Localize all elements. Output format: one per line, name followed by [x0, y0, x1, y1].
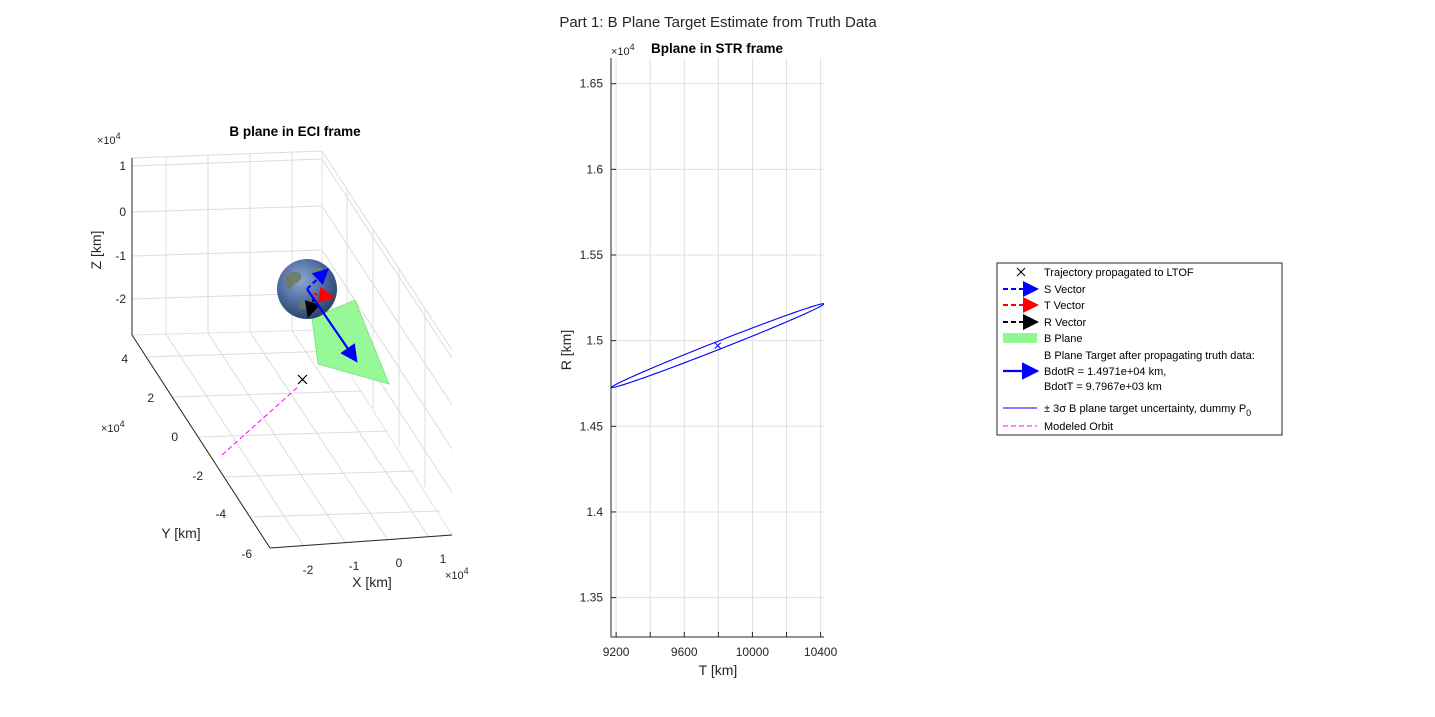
legend-marker-x [1016, 267, 1026, 277]
eci-y-tick: 4 [121, 352, 128, 366]
eci-z-tick: 0 [119, 205, 126, 219]
str-grid [611, 58, 824, 637]
eci-modeled-orbit [221, 385, 300, 456]
str-y-tick-label: 1.45 [580, 419, 604, 433]
eci-y-tick: -6 [241, 547, 252, 561]
eci-t-vector [313, 287, 335, 303]
legend-label: S Vector [1044, 284, 1086, 296]
legend-label: T Vector [1044, 300, 1085, 312]
legend-label: BdotT = 9.7967e+03 km [1044, 381, 1162, 393]
legend-label: B Plane Target after propagating truth d… [1044, 350, 1255, 362]
eci-zlabel: Z [km] [88, 231, 104, 270]
eci-grid [131, 150, 453, 549]
str-title: Bplane in STR frame [651, 41, 784, 56]
eci-y-axis [131, 334, 271, 549]
eci-x-tick: 1 [440, 552, 447, 566]
str-x-ticks: 9200 9600 10000 10400 [603, 645, 838, 659]
eci-b-target-vector [306, 288, 358, 363]
eci-s-vector [306, 268, 329, 290]
str-x-tick-label: 10000 [736, 645, 770, 659]
str-target-marker [714, 342, 722, 349]
str-y-tick-label: 1.65 [580, 77, 604, 91]
str-ylabel: R [km] [558, 330, 574, 370]
str-plot: Bplane in STR frame ×104 9200 9600 10000 10… [558, 41, 838, 678]
figure-suptitle: Part 1: B Plane Target Estimate from Tru… [559, 14, 877, 31]
str-y-ticks: 1.35 1.4 1.45 1.5 1.55 1.6 1.65 [580, 77, 604, 605]
eci-x-tick: -2 [303, 563, 314, 577]
eci-r-vector [304, 297, 321, 318]
str-y-tick-label: 1.35 [580, 591, 604, 605]
legend-label: BdotR = 1.4971e+04 km, [1044, 366, 1166, 378]
str-series [611, 303, 824, 389]
eci-plot: B plane in ECI frame 1 [88, 124, 469, 590]
legend-box [996, 262, 1283, 436]
eci-y-tick: -2 [192, 469, 203, 483]
str-y-tick-label: 1.6 [586, 162, 603, 176]
eci-x-exponent: ×104 [445, 566, 469, 582]
str-y-tick-label: 1.55 [580, 248, 604, 262]
eci-z-tick: -2 [115, 292, 126, 306]
str-y-tick-label: 1.4 [586, 505, 603, 519]
eci-xlabel: X [km] [352, 574, 392, 590]
eci-title: B plane in ECI frame [229, 124, 361, 139]
str-xlabel: T [km] [699, 662, 738, 678]
str-axes [610, 58, 824, 638]
legend: Trajectory propagated to LTOF S Vector T V… [996, 262, 1283, 436]
eci-ylabel: Y [km] [161, 525, 200, 541]
legend-label: B Plane [1044, 333, 1083, 345]
eci-z-tick: -1 [115, 249, 126, 263]
legend-label: ± 3σ B plane target uncertainty, dummy P… [1044, 403, 1251, 418]
legend-label: Trajectory propagated to LTOF [1044, 267, 1194, 279]
eci-x-tick: -1 [349, 559, 360, 573]
legend-label: R Vector [1044, 317, 1087, 329]
eci-y-exponent: ×104 [101, 419, 125, 435]
str-y-exponent: ×104 [611, 42, 635, 58]
str-x-tick-label: 10400 [804, 645, 838, 659]
eci-x-tick: 0 [396, 556, 403, 570]
eci-z-exponent: ×104 [97, 131, 121, 147]
eci-y-tick: 2 [147, 391, 154, 405]
eci-b-plane [311, 299, 390, 385]
eci-y-tick: -4 [215, 507, 226, 521]
legend-label: Modeled Orbit [1044, 421, 1113, 433]
eci-z-tick: 1 [119, 159, 126, 173]
str-x-tick-label: 9600 [671, 645, 698, 659]
str-y-tick-label: 1.5 [586, 334, 603, 348]
str-x-tick-label: 9200 [603, 645, 630, 659]
eci-y-tick: 0 [171, 430, 178, 444]
eci-trajectory-marker [297, 374, 308, 385]
eci-x-axis [269, 534, 453, 549]
legend-patch [1003, 333, 1037, 343]
str-uncertainty-ellipse [611, 303, 824, 389]
